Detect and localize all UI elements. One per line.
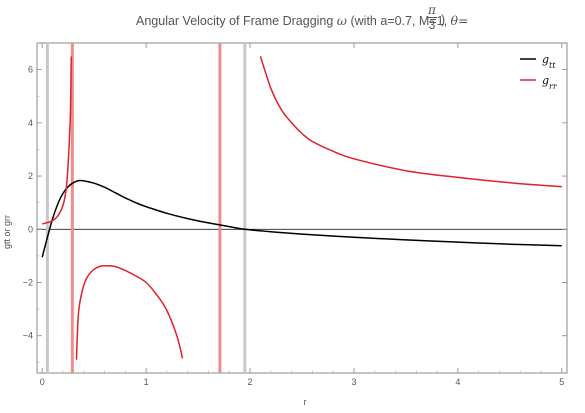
plot-frame xyxy=(36,42,568,374)
x-tick-label: 5 xyxy=(559,377,564,387)
series-line-grr xyxy=(259,56,562,188)
chart-title-close: ) xyxy=(441,13,446,27)
fraction-denominator: 3 xyxy=(428,18,436,32)
x-tick-label: 2 xyxy=(248,377,253,387)
x-axis-label: r xyxy=(304,397,307,407)
series-line-grr xyxy=(41,56,73,225)
chart-title-main: Angular Velocity of Frame Dragging ω (wi… xyxy=(136,13,469,28)
y-axis-label: gtt or grr xyxy=(2,215,12,249)
fraction-numerator: π xyxy=(428,3,436,17)
y-tick-label: 2 xyxy=(28,171,33,181)
y-tick-label: 4 xyxy=(28,118,33,128)
x-tick-label: 1 xyxy=(144,377,149,387)
x-tick-label: 0 xyxy=(40,377,45,387)
series-line-grr xyxy=(75,265,184,360)
chart-title-fraction: π 3 xyxy=(426,3,438,32)
legend-label-gtt: gtt xyxy=(542,53,556,70)
series-line-gtt xyxy=(41,179,562,258)
y-tick-label: 0 xyxy=(28,224,33,234)
y-tick-label: −4 xyxy=(23,331,33,341)
legend-label-grr: grr xyxy=(542,74,558,91)
y-tick-label: −2 xyxy=(23,278,33,288)
y-tick-label: 6 xyxy=(28,65,33,75)
x-tick-label: 4 xyxy=(455,377,460,387)
chart-title: Angular Velocity of Frame Dragging ω (wi… xyxy=(0,0,585,44)
x-tick-label: 3 xyxy=(351,377,356,387)
